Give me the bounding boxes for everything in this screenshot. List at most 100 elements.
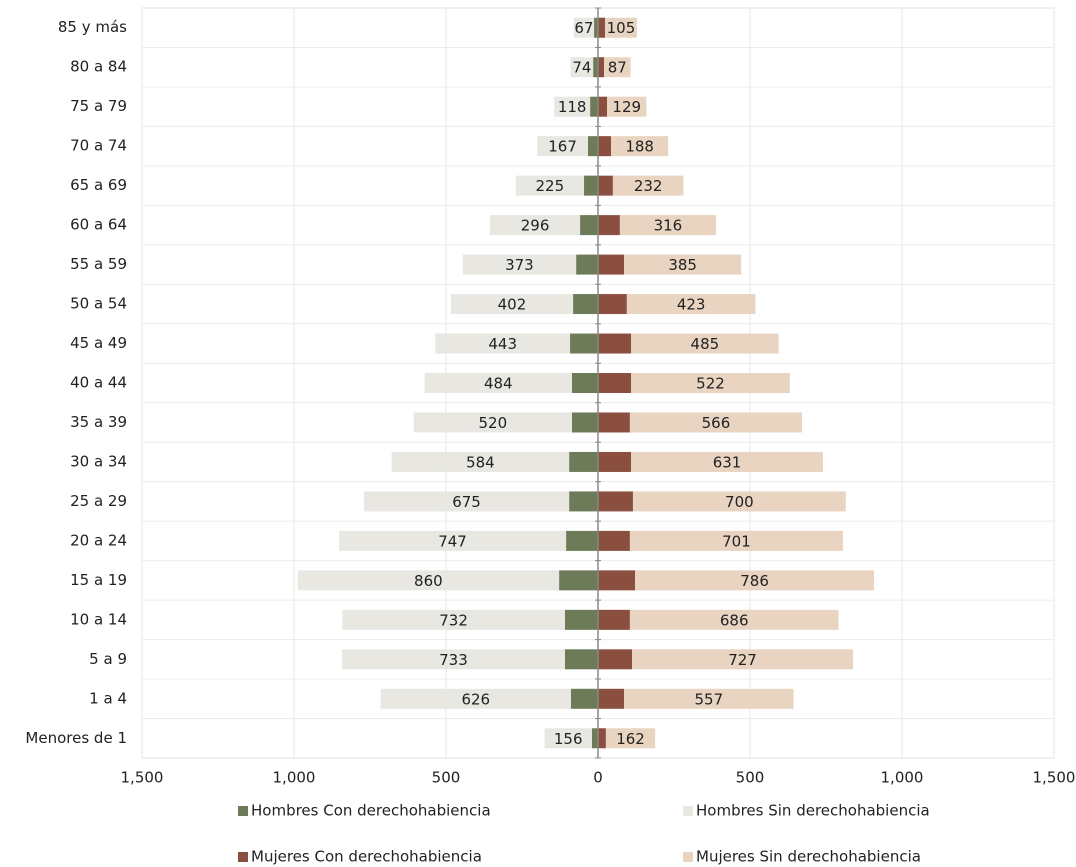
y-tick-label: 75 a 79 bbox=[70, 97, 127, 115]
bar bbox=[598, 451, 632, 472]
bar bbox=[462, 254, 577, 275]
bar bbox=[598, 96, 608, 117]
bar bbox=[598, 728, 606, 749]
y-tick-label: 25 a 29 bbox=[70, 492, 127, 510]
data-label: 686 bbox=[720, 611, 749, 629]
bar bbox=[632, 491, 846, 512]
data-label: 402 bbox=[498, 296, 527, 314]
data-label: 520 bbox=[478, 414, 507, 432]
bar bbox=[619, 215, 716, 236]
data-label: 87 bbox=[608, 59, 627, 77]
data-label: 727 bbox=[728, 651, 757, 669]
bar bbox=[450, 294, 574, 315]
data-label: 786 bbox=[740, 572, 769, 590]
bar bbox=[604, 57, 631, 78]
bar bbox=[380, 688, 571, 709]
legend-label: Mujeres Con derechohabiencia bbox=[251, 848, 482, 866]
data-label: 156 bbox=[554, 730, 583, 748]
bar bbox=[632, 649, 854, 670]
y-tick-label: 45 a 49 bbox=[70, 334, 127, 352]
bar bbox=[598, 530, 630, 551]
bar bbox=[544, 728, 592, 749]
bar bbox=[554, 96, 591, 117]
bar bbox=[590, 96, 598, 117]
bar bbox=[598, 215, 620, 236]
y-tick-label: 5 a 9 bbox=[89, 650, 127, 668]
bar bbox=[635, 570, 875, 591]
legend-swatch bbox=[683, 806, 693, 816]
bar bbox=[598, 57, 605, 78]
data-label: 162 bbox=[616, 730, 645, 748]
bar bbox=[598, 688, 625, 709]
bar bbox=[598, 412, 630, 433]
data-label: 631 bbox=[713, 453, 742, 471]
bar bbox=[413, 412, 572, 433]
bar bbox=[573, 17, 595, 38]
bar bbox=[570, 333, 598, 354]
bar bbox=[591, 728, 598, 749]
y-tick-label: 10 a 14 bbox=[70, 610, 127, 628]
legend-swatch bbox=[683, 852, 693, 862]
data-label: 732 bbox=[439, 611, 468, 629]
legend-swatch bbox=[238, 806, 248, 816]
data-label: 105 bbox=[607, 19, 636, 37]
bar bbox=[598, 570, 636, 591]
bar bbox=[580, 215, 598, 236]
bar bbox=[573, 294, 598, 315]
bar bbox=[598, 17, 605, 38]
bar bbox=[598, 175, 613, 196]
bar bbox=[424, 373, 572, 393]
data-label: 484 bbox=[484, 375, 513, 393]
bar bbox=[607, 96, 647, 117]
data-label: 860 bbox=[414, 572, 443, 590]
bar bbox=[593, 57, 598, 78]
x-tick-label: 1,000 bbox=[881, 769, 924, 787]
data-label: 443 bbox=[488, 335, 517, 353]
bar bbox=[598, 136, 612, 157]
x-tick-label: 1,500 bbox=[1033, 769, 1076, 787]
bar bbox=[391, 451, 570, 472]
bar bbox=[342, 649, 565, 670]
legend-label: Hombres Sin derechohabiencia bbox=[696, 802, 930, 820]
bar bbox=[631, 373, 790, 393]
data-label: 167 bbox=[548, 138, 577, 156]
bar bbox=[587, 136, 598, 157]
y-tick-label: Menores de 1 bbox=[25, 729, 127, 747]
y-tick-label: 65 a 69 bbox=[70, 176, 127, 194]
bar bbox=[612, 175, 684, 196]
bar bbox=[570, 688, 598, 709]
bar bbox=[629, 412, 802, 433]
data-label: 225 bbox=[535, 177, 564, 195]
bar bbox=[559, 570, 598, 591]
legend-label: Hombres Con derechohabiencia bbox=[251, 802, 491, 820]
bar bbox=[342, 609, 565, 630]
data-label: 188 bbox=[625, 138, 654, 156]
bar bbox=[624, 254, 742, 275]
data-label: 557 bbox=[694, 690, 723, 708]
bar bbox=[631, 451, 823, 472]
data-label: 626 bbox=[461, 690, 490, 708]
data-label: 74 bbox=[572, 59, 591, 77]
data-label: 700 bbox=[725, 493, 754, 511]
legend-swatch bbox=[238, 852, 248, 862]
bar bbox=[297, 570, 560, 591]
bar bbox=[584, 175, 598, 196]
bar bbox=[624, 688, 794, 709]
bar bbox=[598, 254, 625, 275]
bar bbox=[605, 728, 656, 749]
data-label: 522 bbox=[696, 375, 725, 393]
bar bbox=[611, 136, 669, 157]
data-label: 385 bbox=[668, 256, 697, 274]
bar bbox=[604, 17, 637, 38]
y-tick-label: 80 a 84 bbox=[70, 58, 127, 76]
y-tick-label: 1 a 4 bbox=[89, 689, 127, 707]
bar bbox=[629, 609, 839, 630]
data-label: 584 bbox=[466, 453, 495, 471]
bar bbox=[571, 373, 598, 393]
y-tick-label: 40 a 44 bbox=[70, 374, 127, 392]
x-tick-label: 1,500 bbox=[121, 769, 164, 787]
y-tick-label: 35 a 39 bbox=[70, 413, 127, 431]
bar bbox=[363, 491, 570, 512]
bar bbox=[631, 333, 779, 354]
